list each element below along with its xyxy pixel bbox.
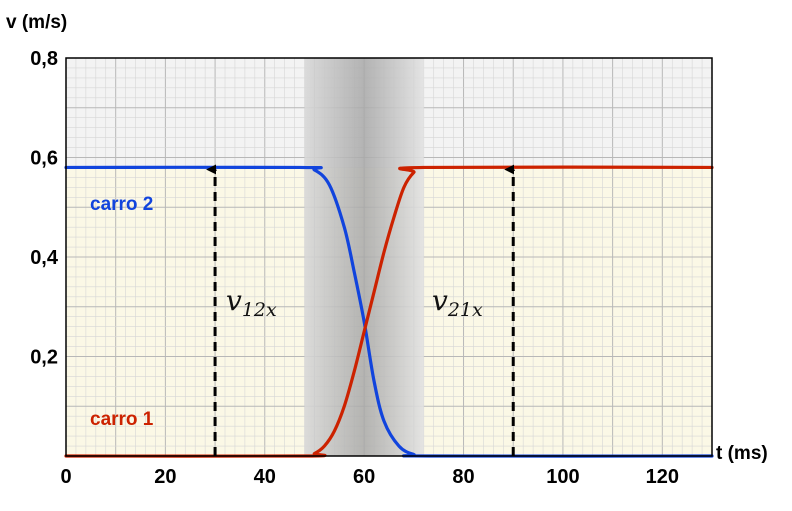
- x-tick-label: 40: [254, 466, 276, 488]
- y-tick-labels: 0,2 0,4 0,6 0,8: [30, 48, 59, 369]
- series-label-carro-1: carro 1: [90, 409, 154, 430]
- y-tick-label: 0,6: [30, 148, 58, 170]
- y-tick-label: 0,8: [30, 48, 58, 70]
- x-tick-label: 20: [154, 466, 176, 488]
- x-tick-label: 0: [60, 466, 71, 488]
- x-axis-label: t (ms): [716, 443, 768, 464]
- annotation-v21x-symbol: v: [432, 284, 448, 317]
- annotation-v12x-symbol: v: [226, 284, 242, 317]
- annotation-v12x-subscript: 12x: [242, 299, 277, 321]
- y-axis-label: v (m/s): [6, 12, 67, 33]
- x-tick-label: 120: [646, 466, 679, 488]
- plot-frame: [65, 57, 713, 457]
- interaction-interval-shade: [304, 58, 424, 456]
- series-label-carro-2: carro 2: [90, 194, 153, 215]
- annotation-v12x: v12x: [226, 284, 277, 321]
- y-tick-label: 0,2: [30, 347, 58, 369]
- x-tick-labels: 0 20 40 60 80 100 120: [60, 466, 679, 488]
- x-tick-label: 60: [353, 466, 375, 488]
- annotation-v21x-subscript: 21x: [447, 299, 483, 321]
- shaded-interval-band: [304, 58, 424, 456]
- x-tick-label: 80: [452, 466, 474, 488]
- series-line-carro-1: [64, 165, 714, 458]
- annotation-v21x: v21x: [432, 284, 483, 321]
- y-tick-label: 0,4: [30, 247, 59, 269]
- annotation-arrows: [206, 164, 515, 456]
- x-tick-label: 100: [546, 466, 579, 488]
